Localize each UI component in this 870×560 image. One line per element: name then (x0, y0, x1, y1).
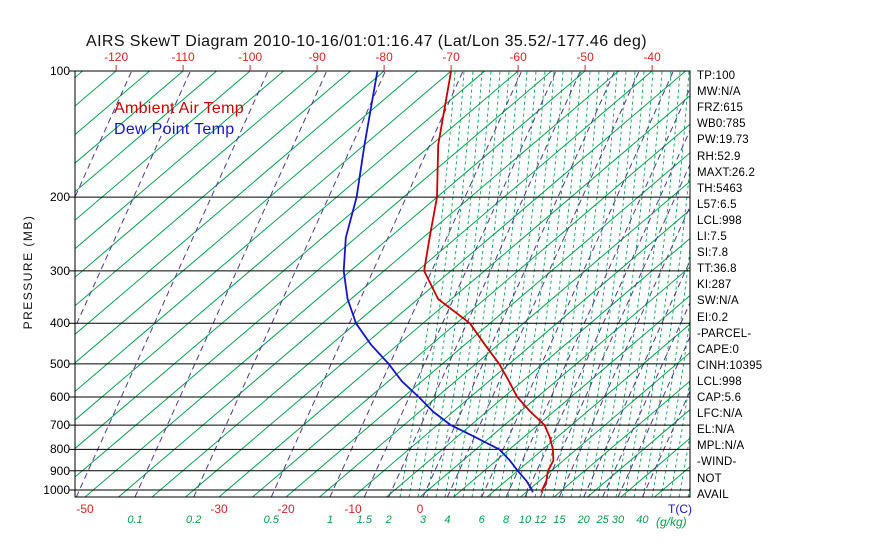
stat-line: LCL:998 (697, 214, 742, 227)
bottom-temp-tick-label: -50 (76, 502, 94, 516)
stat-line: MAXT:26.2 (697, 166, 756, 179)
stat-line: SW:N/A (697, 295, 739, 308)
temp-unit-label: T(C) (668, 502, 692, 516)
pressure-tick-label: 1000 (43, 483, 70, 497)
stat-line: MPL:N/A (697, 440, 745, 453)
plot-frame (74, 70, 691, 498)
stat-line: NOT (697, 472, 722, 485)
pressure-tick-label: 900 (49, 463, 70, 478)
stat-line: SI:7.8 (697, 247, 729, 260)
legend-dew-point-temp: Dew Point Temp (114, 121, 235, 138)
pressure-tick-label: 400 (49, 316, 70, 331)
chart-title: AIRS SkewT Diagram 2010-10-16/01:01:16.4… (86, 33, 647, 50)
pressure-tick-label: 500 (49, 356, 70, 371)
mixing-ratio-tick-label: 3 (419, 514, 427, 526)
stat-line: -PARCEL- (697, 327, 752, 340)
stat-line: MW:N/A (697, 86, 741, 99)
stat-line: LFC:N/A (697, 408, 743, 421)
stat-line: TH:5463 (697, 182, 743, 195)
top-temp-tick-label: -100 (238, 50, 263, 64)
pressure-tick-label: 300 (49, 263, 70, 278)
mixing-ratio-lines (75, 71, 690, 497)
stat-line: LCL:998 (697, 375, 742, 388)
mixing-ratio-unit-label: (g/kg) (656, 515, 687, 529)
stat-line: FRZ:615 (697, 102, 744, 115)
top-temp-tick-label: -40 (643, 50, 661, 64)
mixing-ratio-tick-label: 0.5 (263, 514, 279, 526)
top-temp-tick-label: -120 (104, 50, 129, 64)
dewpoint-curve (342, 71, 534, 493)
bottom-temp-tick-label: 0 (416, 502, 424, 516)
bottom-temp-tick-label: -30 (210, 502, 228, 516)
pressure-tick-label: 200 (49, 190, 70, 205)
top-temp-tick-label: -50 (576, 50, 594, 64)
mixing-ratio-tick-label: 0.2 (186, 514, 202, 526)
mixing-ratio-tick-label: 30 (611, 514, 625, 526)
stat-line: AVAIL (697, 488, 729, 501)
pressure-axis-title: PRESSURE (MB) (21, 214, 35, 330)
bottom-temp-tick-label: -20 (277, 502, 295, 516)
mixing-ratio-tick-label: 12 (534, 514, 547, 526)
stat-line: EL:N/A (697, 424, 735, 437)
mixing-ratio-tick-label: 20 (577, 514, 590, 526)
top-temp-tick-label: -60 (509, 50, 527, 64)
stat-line: WB0:785 (697, 118, 746, 131)
bottom-temp-tick-label: -10 (344, 502, 362, 516)
pressure-tick-label: 700 (49, 418, 70, 433)
mixing-ratio-tick-label: 1 (326, 514, 334, 526)
top-temp-tick-label: -80 (375, 50, 393, 64)
stat-line: CINH:10395 (697, 359, 763, 372)
stat-line: L57:6.5 (697, 198, 737, 211)
mixing-ratio-tick-label: 40 (636, 514, 649, 526)
stat-line: EI:0.2 (697, 311, 729, 324)
stat-line: TP:100 (697, 70, 736, 82)
moist-adiabat-lines (399, 71, 690, 497)
mixing-ratio-tick-label: 8 (503, 514, 510, 526)
stat-line: LI:7.5 (697, 231, 727, 243)
stat-line: CAP:5.6 (697, 392, 742, 404)
mixing-ratio-tick-label: 1.5 (356, 514, 372, 526)
stat-line: KI:287 (697, 279, 732, 292)
mixing-ratio-tick-label: 25 (596, 514, 609, 526)
stat-line: TT:36.8 (697, 263, 737, 276)
top-temp-tick-label: -110 (171, 50, 195, 64)
pressure-lines (75, 70, 690, 491)
pressure-tick-label: 100 (49, 64, 70, 78)
top-temp-tick-label: -70 (442, 50, 460, 64)
mixing-ratio-tick-label: 6 (478, 514, 485, 526)
mixing-ratio-tick-label: 15 (553, 514, 566, 526)
stat-line: -WIND- (697, 456, 737, 469)
mixing-ratio-tick-label: 10 (518, 514, 532, 526)
ambient-temp-curve (423, 71, 555, 493)
pressure-tick-label: 600 (49, 390, 70, 405)
mixing-ratio-tick-label: 2 (385, 514, 392, 526)
stat-line: PW:19.73 (697, 134, 749, 147)
top-temp-tick-label: -90 (308, 50, 326, 64)
stat-line: RH:52.9 (697, 150, 741, 163)
pressure-tick-label: 800 (49, 442, 70, 457)
stat-line: CAPE:0 (697, 343, 740, 356)
mixing-ratio-tick-label: 4 (444, 514, 451, 526)
mixing-ratio-tick-label: 0.1 (127, 514, 143, 526)
axis-ticks (69, 65, 653, 491)
legend-ambient-air-temp: Ambient Air Temp (114, 100, 244, 117)
